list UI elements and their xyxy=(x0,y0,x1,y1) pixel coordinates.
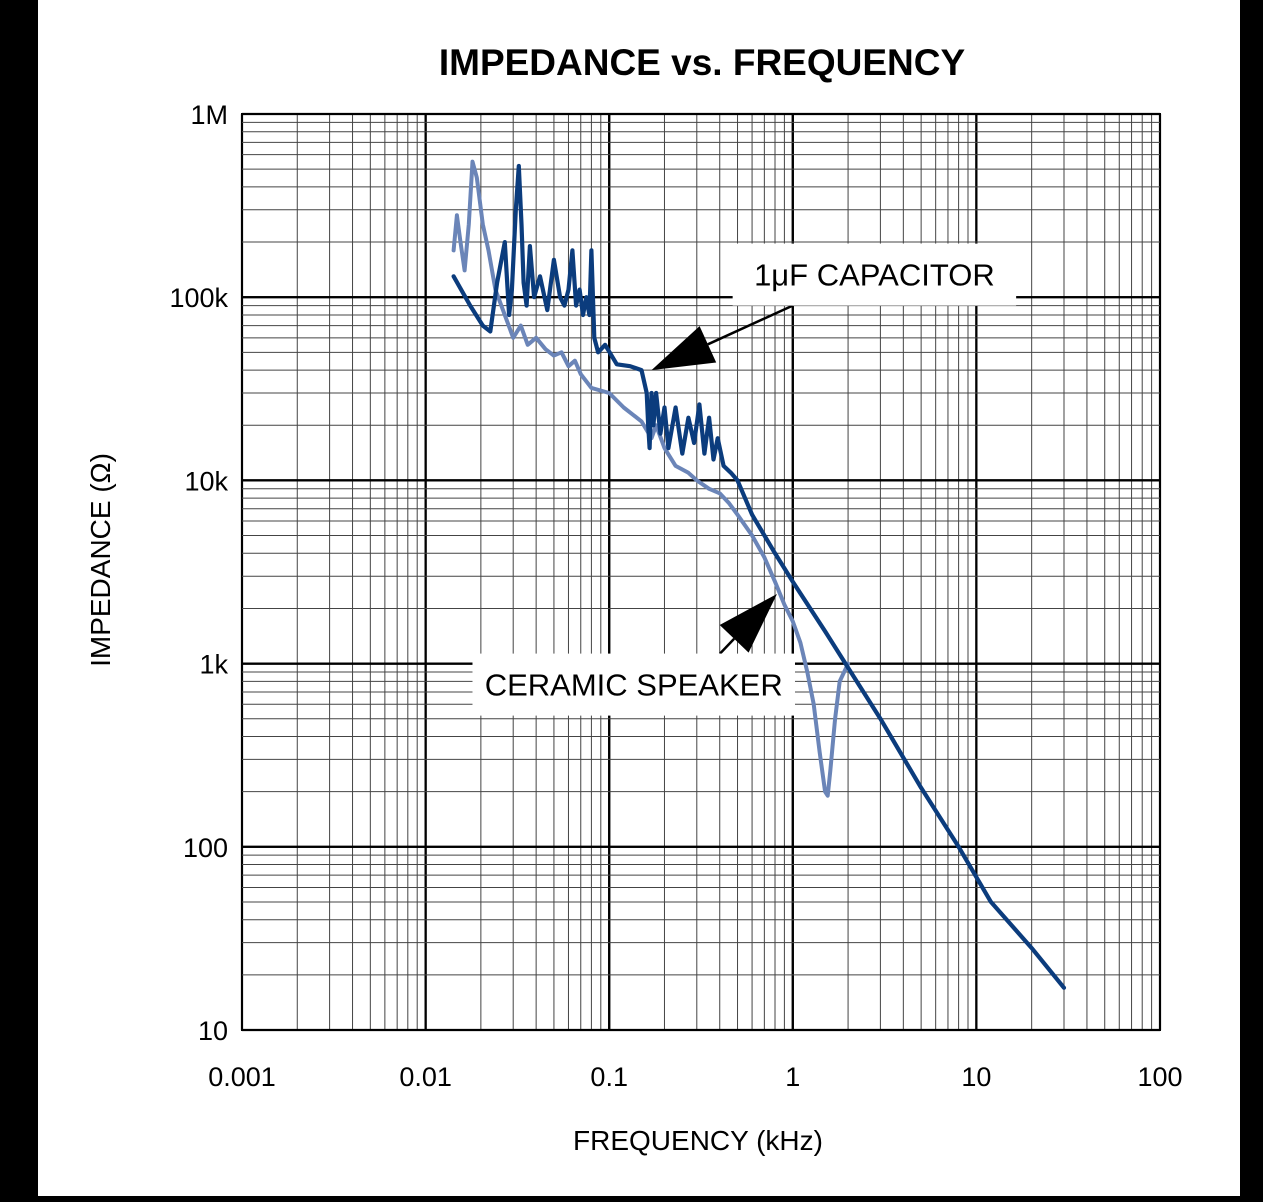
grid xyxy=(240,112,1162,1032)
annotation-label: 1μF CAPACITOR xyxy=(754,258,995,293)
chart-title: IMPEDANCE vs. FREQUENCY xyxy=(439,42,966,83)
chart-panel: IMPEDANCE vs. FREQUENCY 1μF CAPACITOR CER… xyxy=(38,0,1240,1196)
annotation-arrow-shaft xyxy=(707,304,794,346)
y-ticks: 10 100 1k 10k 100k 1M xyxy=(169,100,228,1046)
y-tick-label: 1M xyxy=(190,100,228,130)
plot-frame xyxy=(241,113,1161,1031)
x-tick-label: 0.1 xyxy=(590,1062,628,1092)
y-tick-label: 100k xyxy=(169,283,228,313)
x-tick-label: 10 xyxy=(961,1062,991,1092)
annotation-arrow-head xyxy=(719,593,777,653)
y-tick-label: 10k xyxy=(184,466,228,496)
annotation-label-box xyxy=(472,653,795,716)
annotation-speaker: CERAMIC SPEAKER xyxy=(472,593,795,716)
x-tick-label: 1 xyxy=(785,1062,800,1092)
series-line-capacitor xyxy=(451,163,1067,990)
x-tick-label: 0.01 xyxy=(399,1062,452,1092)
impedance-chart: IMPEDANCE vs. FREQUENCY 1μF CAPACITOR CER… xyxy=(85,42,1183,1156)
x-axis-label: FREQUENCY (kHz) xyxy=(573,1125,823,1156)
annotation-label-box xyxy=(732,243,1017,306)
annotation-capacitor: 1μF CAPACITOR xyxy=(651,243,1017,371)
series-group xyxy=(451,159,1067,990)
x-tick-label: 100 xyxy=(1137,1062,1182,1092)
annotations-group: 1μF CAPACITOR CERAMIC SPEAKER xyxy=(472,243,1017,716)
annotation-label: CERAMIC SPEAKER xyxy=(485,668,783,703)
y-tick-label: 100 xyxy=(183,833,228,863)
annotation-arrow-shaft xyxy=(719,637,736,655)
y-tick-label: 10 xyxy=(198,1016,228,1046)
x-tick-label: 0.001 xyxy=(208,1062,276,1092)
x-ticks: 0.001 0.01 0.1 1 10 100 xyxy=(208,1062,1182,1092)
y-tick-label: 1k xyxy=(199,650,228,680)
annotation-arrow-head xyxy=(651,326,717,371)
y-axis-label: IMPEDANCE (Ω) xyxy=(85,453,116,667)
